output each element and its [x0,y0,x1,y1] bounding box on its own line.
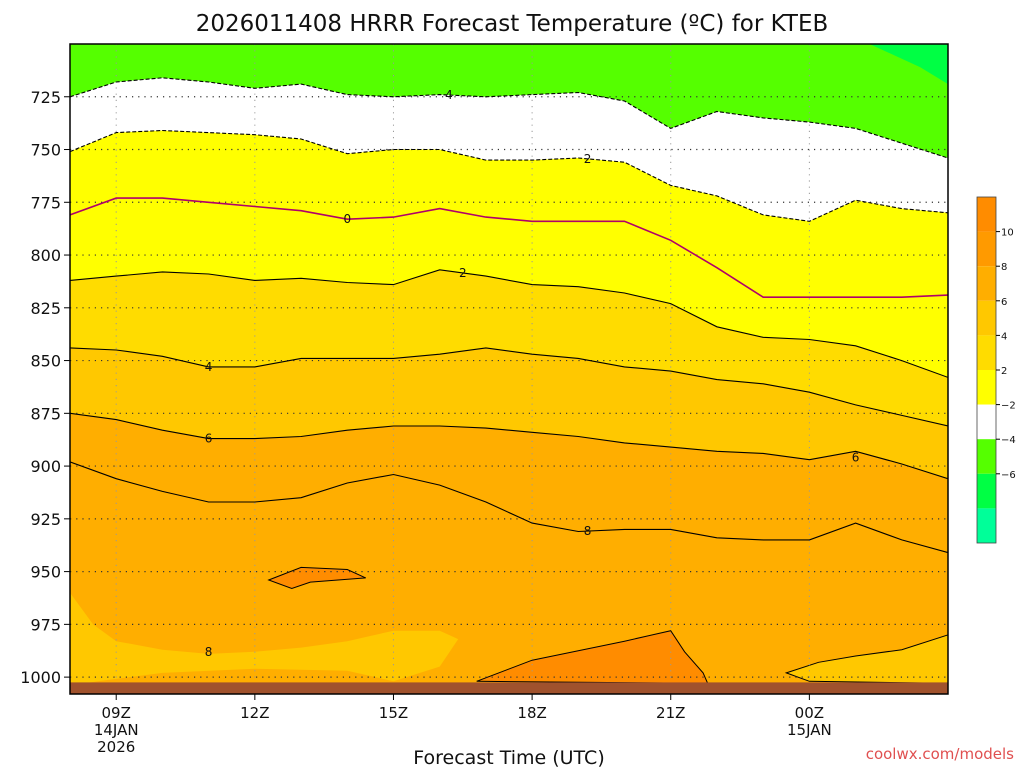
colorbar-swatch [977,197,996,232]
band-cold-4-6 [869,44,948,85]
y-tick-label: 750 [30,141,61,160]
colorbar-label: 6 [1001,297,1007,308]
contour-label: 4 [445,88,453,102]
isotherm-line [70,129,948,222]
x-axis-title: Forecast Time (UTC) [413,747,604,768]
contour-label: 8 [205,645,213,659]
credit-text[interactable]: coolwx.com/models [866,745,1014,763]
contour-label: 6 [852,451,860,465]
y-tick-label: 875 [30,404,61,423]
colorbar-swatch [977,473,996,509]
contour-label: 0 [343,212,351,226]
y-tick-label: 950 [30,563,61,582]
colorbar-label: 8 [1001,262,1007,273]
isotherm-lines [70,77,948,554]
y-tick-label: 975 [30,615,61,634]
x-year-label: 2026 [97,738,135,756]
contour-label: 4 [205,360,213,374]
colorbar-label: 4 [1001,331,1007,342]
band-cold-2-4 [70,44,948,158]
contour-labels: 4 2 0 2 4 6 8 6 8 [205,88,860,659]
y-tick-label: 925 [30,510,61,529]
x-tick-label: 15Z [379,704,408,722]
x-date-label: 14JAN [94,721,139,739]
colorbar-swatch [977,404,996,440]
x-date-label: 15JAN [787,721,832,739]
y-tick-label: 900 [30,457,61,476]
warm-core-fills [70,566,948,686]
low-level-band [784,634,948,684]
plot-frame [69,43,949,695]
contour-label: 2 [584,152,592,166]
colorbar-swatch [977,300,996,336]
chart-title: 2026011408 HRRR Forecast Temperature (ºC… [196,11,829,37]
low-level-band [70,592,459,686]
colorbar-swatch [977,508,996,543]
colorbar-swatch [977,370,996,405]
colorbar-label: −6 [1001,470,1016,481]
ground-surface [70,682,948,694]
x-tick-label: 12Z [240,704,269,722]
warm-core-blob [267,566,366,590]
x-tick-label: 00Z [795,704,824,722]
colorbar-swatch [977,439,996,474]
colorbar-swatch [977,266,996,301]
warm-core-blob [476,630,709,684]
contour-label: 2 [459,266,467,280]
isotherm-line [70,461,948,554]
contour-label: 6 [205,432,213,446]
x-tick-label: 21Z [656,704,685,722]
contour-label: 8 [584,524,592,538]
y-tick-label: 800 [30,246,61,265]
y-tick-label: 775 [30,193,61,212]
x-tick-label: 18Z [517,704,546,722]
colorbar-label: −2 [1001,401,1016,412]
temperature-bands [70,44,948,479]
colorbar-label: −4 [1001,435,1016,446]
y-tick-label: 1000 [20,668,61,687]
y-tick-label: 825 [30,299,61,318]
colorbar-swatch [977,231,996,267]
colorbar-label: 10 [1001,228,1014,239]
grid-lines [70,44,948,694]
x-tick-label: 09Z [102,704,131,722]
isotherm-line [70,412,948,480]
colorbar: 10 8 6 4 2 −2 −4 −6 [976,196,1016,544]
colorbar-swatch [977,335,996,370]
isotherm-line [70,347,948,427]
y-tick-label: 725 [30,88,61,107]
y-tick-label: 850 [30,352,61,371]
isotherm-line [70,197,948,298]
plot-area [70,44,948,694]
isotherm-line [70,269,948,378]
colorbar-label: 2 [1001,366,1007,377]
y-axis: 725 750 775 800 825 850 875 900 925 950 975 1000 [20,88,70,687]
